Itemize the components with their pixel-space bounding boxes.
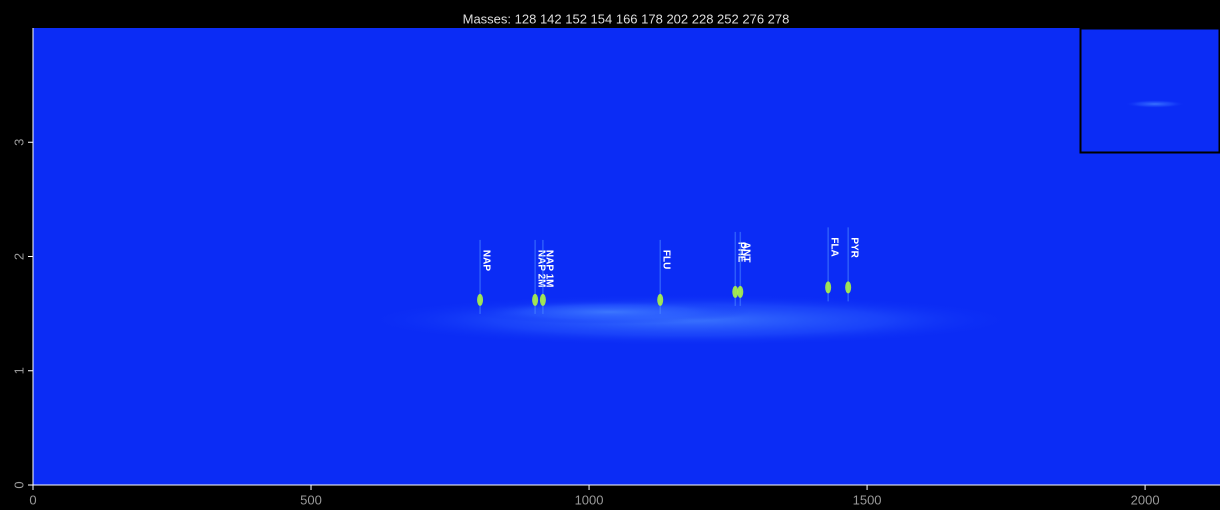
page: Masses: 128 142 152 154 166 178 202 228 … — [0, 0, 1220, 510]
x-tick-label: 1000 — [575, 492, 604, 507]
peak — [825, 281, 831, 293]
y-tick-label: 3 — [11, 139, 26, 146]
peak-label: FLU — [661, 250, 672, 269]
y-tick-label: 1 — [11, 367, 26, 374]
peak — [540, 294, 546, 306]
peak-label: PYR — [849, 237, 860, 258]
overview-inset[interactable] — [1081, 29, 1220, 153]
peak-label: ANT — [741, 242, 752, 263]
y-tick-label: 0 — [11, 481, 26, 488]
signal-haze — [470, 300, 750, 324]
peak — [532, 294, 538, 306]
peak — [845, 281, 851, 293]
x-tick-label: 2000 — [1131, 492, 1160, 507]
x-tick-label: 0 — [29, 492, 36, 507]
x-tick-label: 500 — [300, 492, 322, 507]
plot-area — [33, 28, 1220, 485]
peak-label: FLA — [829, 237, 840, 256]
peak — [477, 294, 483, 306]
peak — [657, 294, 663, 306]
peak-label: NAP — [480, 250, 491, 271]
peak — [737, 286, 743, 298]
chart-title: Masses: 128 142 152 154 166 178 202 228 … — [463, 11, 790, 26]
x-tick-label: 1500 — [853, 492, 882, 507]
inset-haze — [1125, 100, 1185, 108]
chart: Masses: 128 142 152 154 166 178 202 228 … — [0, 0, 1220, 510]
peak-label: NAP 1M — [543, 250, 554, 288]
y-tick-label: 2 — [11, 253, 26, 260]
